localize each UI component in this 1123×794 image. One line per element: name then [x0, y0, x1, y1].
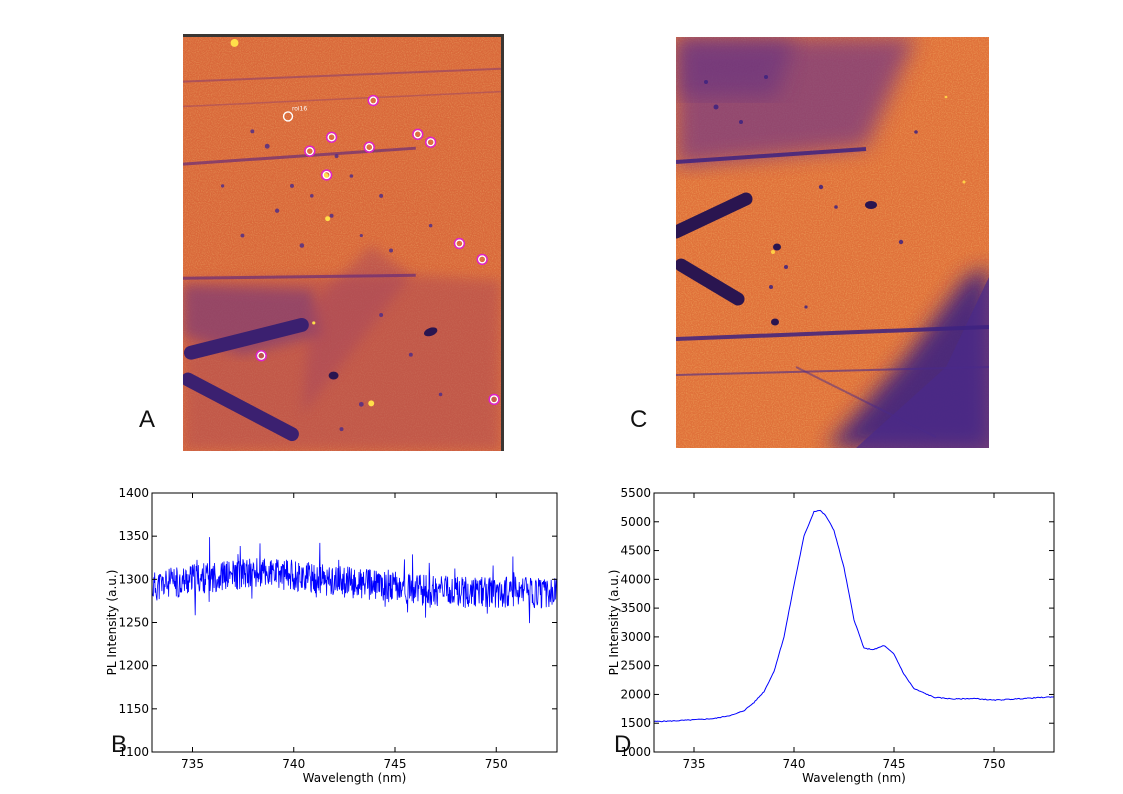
y-tick-label: 2000	[620, 687, 651, 701]
plot-frame	[151, 492, 558, 753]
y-axis-label: PL Intensity (a.u.)	[105, 570, 119, 676]
y-tick-label: 5500	[620, 486, 651, 500]
y-tick-label: 4000	[620, 572, 651, 586]
panel-label-d: D	[614, 731, 632, 758]
y-axis-label: PL Intensity (a.u.)	[607, 570, 621, 676]
x-axis-label: Wavelength (nm)	[802, 771, 906, 785]
x-tick-label: 745	[384, 757, 407, 771]
x-tick-label: 750	[983, 757, 1006, 771]
y-tick-label: 4500	[620, 544, 651, 558]
series-line	[152, 537, 557, 624]
x-tick-label: 740	[282, 757, 305, 771]
panel-label-b: B	[111, 731, 128, 758]
y-tick-label: 1250	[118, 616, 149, 630]
y-tick-label: 3000	[620, 630, 651, 644]
y-tick-label: 1350	[118, 529, 149, 543]
y-tick-label: 1200	[118, 659, 149, 673]
chart-b: 735 740 745 750 1100 1150 1200 1250 1300 1350 1400…	[105, 486, 558, 785]
y-tick-label: 2500	[620, 659, 651, 673]
y-tick-label: 5000	[620, 515, 651, 529]
panel-label-a: A	[139, 406, 156, 433]
x-tick-label: 735	[683, 757, 706, 771]
y-tick-label: 1400	[118, 486, 149, 500]
x-tick-label: 735	[181, 757, 204, 771]
pl-map-c	[676, 37, 989, 448]
x-tick-label: 745	[883, 757, 906, 771]
y-tick-label: 1150	[118, 702, 149, 716]
x-tick-label: 740	[783, 757, 806, 771]
y-tick-label: 1100	[118, 745, 149, 759]
y-tick-label: 1500	[620, 716, 651, 730]
plot-frame	[653, 492, 1055, 753]
chart-d: 735 740 745 750 1000 1500 2000 2500 3000 3500 4000…	[607, 486, 1055, 785]
x-tick-label: 750	[485, 757, 508, 771]
series-line	[654, 509, 1054, 723]
x-axis-label: Wavelength (nm)	[303, 771, 407, 785]
roi-label: roi16	[292, 105, 307, 112]
y-tick-label: 1300	[118, 572, 149, 586]
pl-map-a-image: roi16	[183, 37, 501, 451]
panel-label-c: C	[630, 406, 648, 433]
pl-map-a: roi16	[183, 34, 504, 451]
y-tick-label: 3500	[620, 601, 651, 615]
y-tick-label: 1000	[620, 745, 651, 759]
pl-map-c-image	[676, 37, 989, 448]
